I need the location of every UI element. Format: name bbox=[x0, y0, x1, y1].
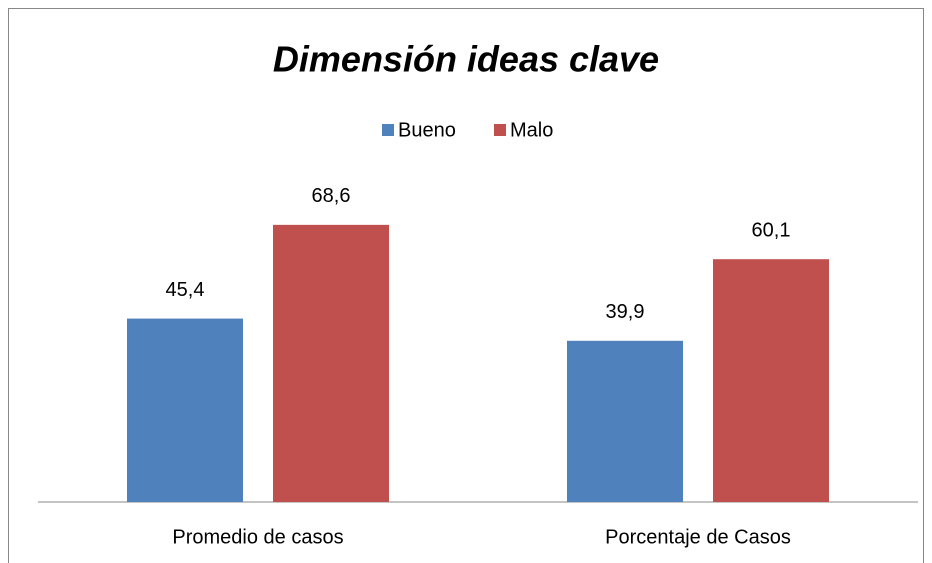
chart-title: Dimensión ideas clave bbox=[273, 39, 659, 80]
data-label: 68,6 bbox=[312, 185, 351, 207]
data-label: 39,9 bbox=[606, 301, 645, 323]
legend-label: Bueno bbox=[398, 119, 456, 141]
x-tick-label: Porcentaje de Casos bbox=[605, 526, 791, 548]
bar bbox=[127, 318, 243, 502]
data-label: 60,1 bbox=[752, 219, 791, 241]
data-label: 45,4 bbox=[166, 279, 205, 301]
x-tick-label: Promedio de casos bbox=[172, 526, 343, 548]
bar bbox=[273, 224, 389, 502]
legend-swatch bbox=[382, 124, 394, 136]
legend-label: Malo bbox=[510, 119, 553, 141]
bar bbox=[713, 259, 829, 502]
bar bbox=[567, 340, 683, 502]
legend-swatch bbox=[494, 124, 506, 136]
